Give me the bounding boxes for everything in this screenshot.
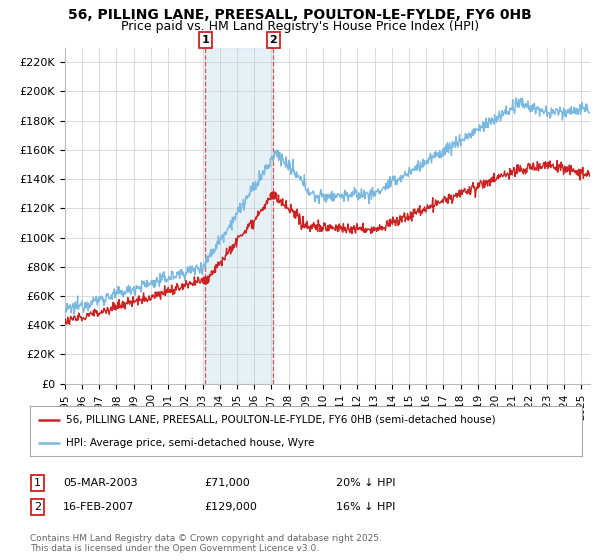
Text: HPI: Average price, semi-detached house, Wyre: HPI: Average price, semi-detached house,… — [66, 438, 314, 448]
Text: £129,000: £129,000 — [204, 502, 257, 512]
Text: Price paid vs. HM Land Registry's House Price Index (HPI): Price paid vs. HM Land Registry's House … — [121, 20, 479, 32]
Text: £71,000: £71,000 — [204, 478, 250, 488]
Text: 56, PILLING LANE, PREESALL, POULTON-LE-FYLDE, FY6 0HB: 56, PILLING LANE, PREESALL, POULTON-LE-F… — [68, 8, 532, 22]
Text: 05-MAR-2003: 05-MAR-2003 — [63, 478, 137, 488]
Bar — [205, 48, 274, 384]
Text: 16-FEB-2007: 16-FEB-2007 — [63, 502, 134, 512]
Text: 2: 2 — [34, 502, 41, 512]
Text: 20% ↓ HPI: 20% ↓ HPI — [336, 478, 395, 488]
Text: 2: 2 — [269, 35, 277, 45]
Text: Contains HM Land Registry data © Crown copyright and database right 2025.
This d: Contains HM Land Registry data © Crown c… — [30, 534, 382, 553]
Text: 16% ↓ HPI: 16% ↓ HPI — [336, 502, 395, 512]
Text: 1: 1 — [202, 35, 209, 45]
Text: 1: 1 — [34, 478, 41, 488]
Text: 56, PILLING LANE, PREESALL, POULTON-LE-FYLDE, FY6 0HB (semi-detached house): 56, PILLING LANE, PREESALL, POULTON-LE-F… — [66, 414, 496, 424]
